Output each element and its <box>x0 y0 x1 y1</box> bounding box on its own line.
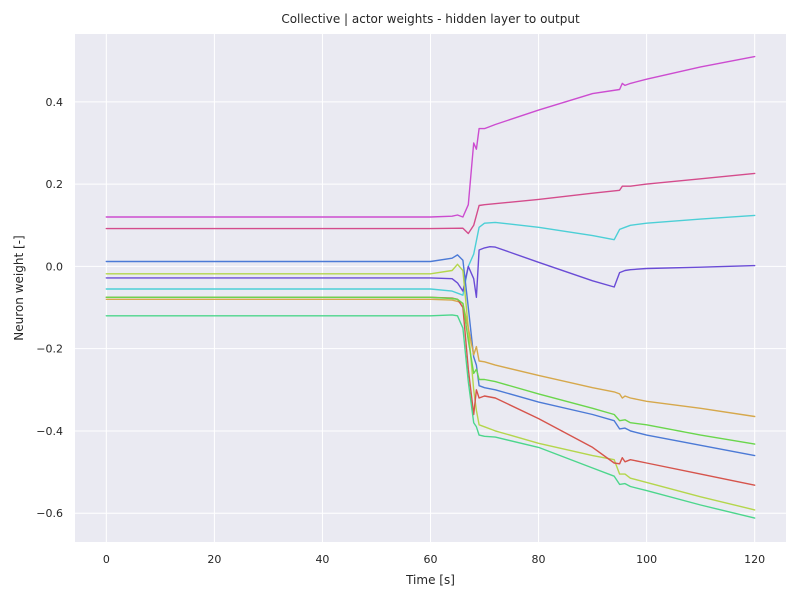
series-line-sea-green <box>105 314 756 519</box>
x-tick-label: 40 <box>315 553 329 566</box>
x-tick-label: 80 <box>532 553 546 566</box>
series-line-red <box>105 296 756 486</box>
y-tick-label: −0.4 <box>36 425 63 438</box>
grid <box>75 34 786 542</box>
x-axis-ticks: 0 20 40 60 80 100 120 <box>103 553 765 566</box>
x-tick-label: 120 <box>744 553 765 566</box>
series-line-pink <box>105 172 756 235</box>
series-line-green <box>105 296 756 445</box>
series-line-violet <box>105 245 756 298</box>
chart-title: Collective | actor weights - hidden laye… <box>281 12 580 26</box>
x-tick-label: 100 <box>636 553 657 566</box>
series-line-yellow-green <box>105 263 756 511</box>
series-line-blue <box>105 254 756 457</box>
y-tick-label: −0.6 <box>36 507 63 520</box>
x-tick-label: 60 <box>424 553 438 566</box>
y-tick-label: −0.2 <box>36 343 63 356</box>
x-tick-label: 0 <box>103 553 110 566</box>
y-tick-label: 0.0 <box>46 260 64 273</box>
y-axis-ticks: −0.6 −0.4 −0.2 0.0 0.2 0.4 <box>36 96 63 520</box>
series-line-magenta <box>105 55 756 218</box>
series-line-cyan <box>105 214 756 296</box>
y-tick-label: 0.2 <box>46 178 64 191</box>
x-tick-label: 20 <box>207 553 221 566</box>
series-group <box>105 55 756 519</box>
x-axis-label: Time [s] <box>405 573 455 587</box>
y-axis-label: Neuron weight [-] <box>12 235 26 340</box>
y-tick-label: 0.4 <box>46 96 64 109</box>
